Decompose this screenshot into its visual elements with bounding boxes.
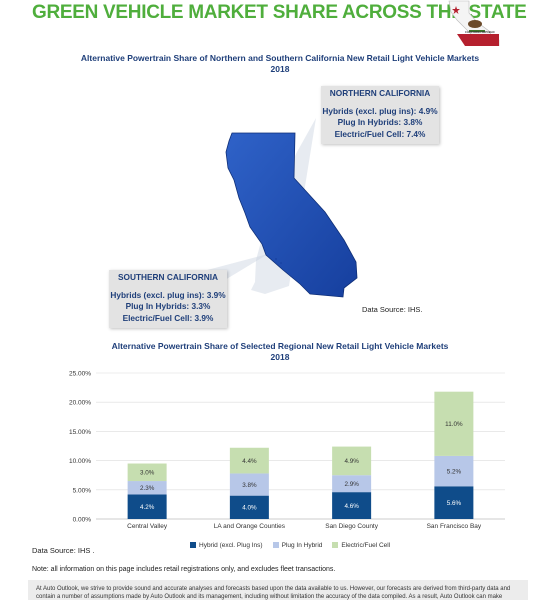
bar-data-label: 4.4% [242,458,257,465]
x-category-label: San Diego County [325,523,379,530]
legend-swatch-electric [332,542,339,549]
bar-data-label: 11.0% [445,421,463,428]
legend-item-electric: Electric/Fuel Cell [332,542,390,549]
bar-data-label: 4.0% [242,505,257,512]
bar-segment [229,473,269,496]
chart-data-source: Data Source: IHS . [32,546,95,555]
bar-segment [434,486,474,519]
chart-section-title: Alternative Powertrain Share of Selected… [111,341,449,351]
bar-data-label: 3.0% [140,470,155,477]
y-tick-label: 15.00% [69,429,91,436]
chart-section-year: 2018 [270,352,290,362]
page-title: GREEN VEHICLE MARKET SHARE ACROSS THE ST… [32,2,527,23]
y-tick-label: 5.00% [73,487,92,494]
legend-item-hybrid: Hybrid (excl. Plug Ins) [190,542,263,549]
map-section-title: Alternative Powertrain Share of Northern… [80,53,480,63]
northern-hybrids: Hybrids (excl. plug ins): 4.9% [322,105,438,116]
map-data-source: Data Source: IHS. [362,305,423,314]
northern-california-callout: NORTHERN CALIFORNIA Hybrids (excl. plug … [321,86,439,144]
bar-segment [332,475,372,493]
x-category-label: San Francisco Bay [427,523,482,530]
southern-hybrids: Hybrids (excl. plug ins): 3.9% [110,289,226,300]
northern-plugin: Plug In Hybrids: 3.8% [337,117,423,127]
flag-caption: CALIFORNIA REPUBLIC [465,30,495,34]
legend-swatch-hybrid [190,542,196,549]
bar-segment [127,463,167,482]
california-shape [225,132,358,298]
bar-data-label: 2.3% [140,485,155,492]
y-tick-label: 20.00% [69,400,91,407]
x-category-label: Central Valley [127,523,168,530]
bar-segment [229,495,269,519]
california-flag-icon: CALIFORNIA REPUBLIC [448,0,500,46]
map-section-year: 2018 [270,64,290,74]
northern-electric: Electric/Fuel Cell: 7.4% [334,128,426,139]
legend-item-plugin: Plug In Hybrid [272,542,322,549]
bar-segment [127,494,167,519]
bar-segment [434,455,474,487]
bar-data-label: 2.9% [344,481,359,488]
southern-electric: Electric/Fuel Cell: 3.9% [122,312,214,323]
bar-data-label: 5.6% [447,500,462,507]
bar-data-label: 3.8% [242,482,257,489]
legend-swatch-plugin [272,542,279,549]
southern-california-callout: SOUTHERN CALIFORNIA Hybrids (excl. plug … [109,270,227,328]
bar-data-label: 4.9% [344,458,359,465]
retail-note: Note: all information on this page inclu… [32,566,336,573]
bar-data-label: 4.6% [344,503,359,510]
southern-callout-title: SOUTHERN CALIFORNIA [117,272,219,282]
southern-plugin: Plug In Hybrids: 3.3% [125,301,211,311]
bar-segment [229,447,269,474]
chart-legend: Hybrid (excl. Plug Ins) Plug In Hybrid E… [190,542,390,549]
y-tick-label: 25.00% [69,371,91,378]
bar-segment [127,481,167,495]
bar-segment [332,446,372,476]
bar-data-label: 5.2% [447,468,462,475]
y-tick-label: 10.00% [69,458,91,465]
y-tick-label: 0.00% [73,517,92,524]
x-category-label: LA and Orange Counties [214,523,286,530]
bar-segment [434,391,474,456]
disclaimer-footer: At Auto Outlook, we strive to provide so… [28,580,528,600]
northern-callout-title: NORTHERN CALIFORNIA [329,88,431,98]
bar-segment [332,492,372,519]
bar-data-label: 4.2% [140,504,155,511]
